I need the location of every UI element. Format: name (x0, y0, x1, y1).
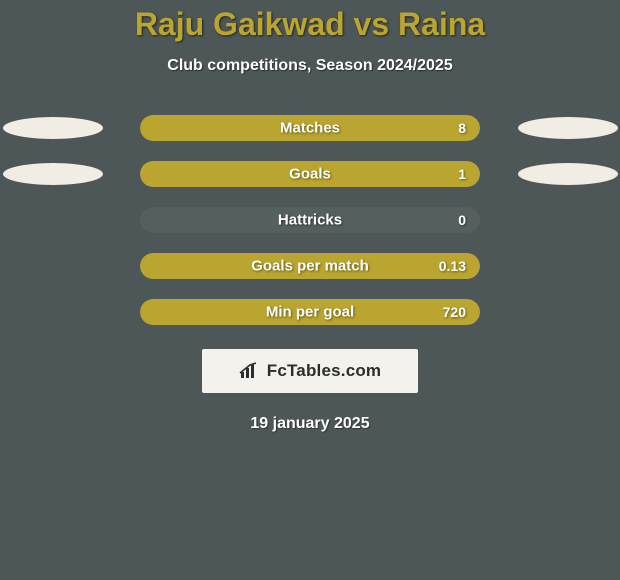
stat-value-right: 1 (458, 166, 466, 182)
stat-bar: Matches 8 (140, 115, 480, 141)
player-right-ellipse (518, 163, 618, 185)
left-side (0, 253, 105, 279)
stat-label: Matches (280, 120, 340, 137)
stat-label: Goals per match (251, 258, 369, 275)
stat-label: Hattricks (278, 212, 342, 229)
page-root: Raju Gaikwad vs Raina Club competitions,… (0, 0, 620, 580)
stat-value-right: 8 (458, 120, 466, 136)
stat-bar: Goals 1 (140, 161, 480, 187)
stat-bar: Hattricks 0 (140, 207, 480, 233)
player-left-ellipse (3, 163, 103, 185)
stat-value-right: 0 (458, 212, 466, 228)
stat-value-right: 0.13 (439, 258, 466, 274)
branding-box[interactable]: FcTables.com (202, 349, 418, 393)
branding-text: FcTables.com (267, 361, 382, 381)
left-side (0, 115, 105, 141)
stat-row: Goals 1 (0, 161, 620, 187)
stat-row: Min per goal 720 (0, 299, 620, 325)
right-side (515, 299, 620, 325)
right-side (515, 161, 620, 187)
left-side (0, 161, 105, 187)
right-side (515, 207, 620, 233)
stat-label: Min per goal (266, 304, 354, 321)
right-side (515, 253, 620, 279)
snapshot-date: 19 january 2025 (0, 415, 620, 433)
stats-rows: Matches 8 Goals 1 Hattricks 0 Goals per match 0… (0, 115, 620, 325)
stat-bar: Min per goal 720 (140, 299, 480, 325)
left-side (0, 207, 105, 233)
stat-row: Matches 8 (0, 115, 620, 141)
stat-row: Hattricks 0 (0, 207, 620, 233)
stat-label: Goals (289, 166, 331, 183)
page-title: Raju Gaikwad vs Raina (0, 6, 620, 43)
stat-value-right: 720 (443, 304, 466, 320)
bar-chart-icon (239, 362, 261, 380)
stat-row: Goals per match 0.13 (0, 253, 620, 279)
right-side (515, 115, 620, 141)
player-left-ellipse (3, 117, 103, 139)
page-subtitle: Club competitions, Season 2024/2025 (0, 57, 620, 75)
left-side (0, 299, 105, 325)
player-right-ellipse (518, 117, 618, 139)
stat-bar: Goals per match 0.13 (140, 253, 480, 279)
